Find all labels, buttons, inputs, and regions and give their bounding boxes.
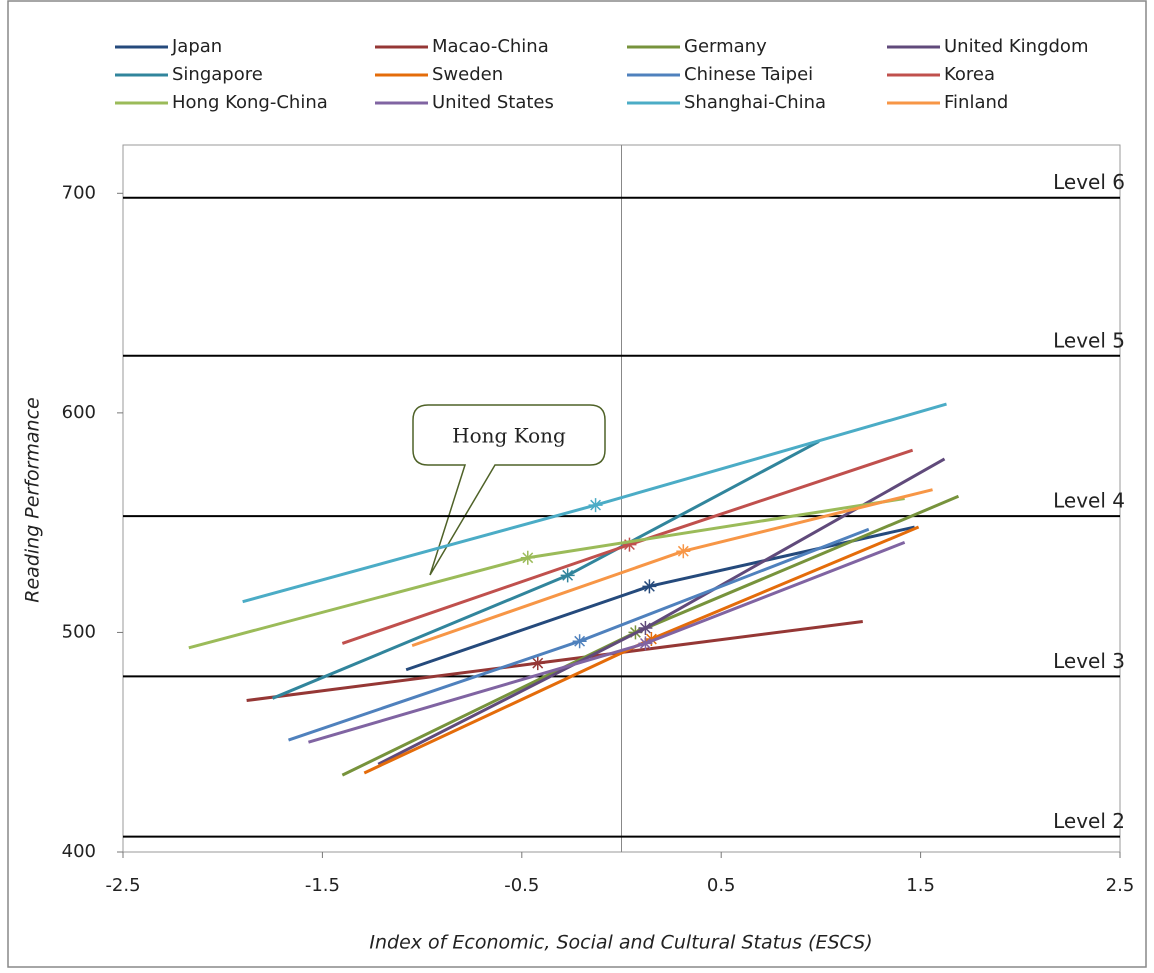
legend-label: Hong Kong-China [172, 92, 328, 113]
x-tick-label: 2.5 [1106, 875, 1135, 896]
y-tick-label: 400 [62, 841, 96, 862]
callout-bubble [412, 404, 606, 576]
mean-marker [588, 498, 603, 513]
callout-text: Hong Kong [452, 424, 566, 448]
mean-marker [642, 579, 657, 594]
legend-label: Korea [944, 64, 995, 85]
mean-marker [644, 632, 659, 647]
mean-marker [560, 568, 575, 583]
mean-marker [638, 621, 653, 636]
legend-label: Shanghai-China [684, 92, 826, 113]
x-axis-title: Index of Economic, Social and Cultural S… [369, 932, 872, 954]
level-label: Level 5 [1053, 328, 1125, 352]
legend-label: United Kingdom [944, 36, 1088, 57]
y-tick-label: 600 [62, 402, 96, 423]
mean-marker [676, 544, 691, 559]
x-tick-label: 1.5 [906, 875, 935, 896]
x-tick-label: -2.5 [105, 875, 140, 896]
level-label: Level 4 [1053, 489, 1125, 513]
y-tick-label: 700 [62, 182, 96, 203]
level-label: Level 3 [1053, 649, 1125, 673]
legend-label: Japan [171, 36, 222, 57]
legend-label: United States [432, 92, 554, 113]
mean-marker [530, 656, 545, 671]
legend-label: Sweden [432, 64, 503, 85]
y-axis-title: Reading Performance [22, 397, 44, 602]
legend-label: Germany [684, 36, 767, 57]
legend-label: Macao-China [432, 36, 549, 57]
mean-marker [572, 634, 587, 649]
x-tick-label: -1.5 [305, 875, 340, 896]
legend-label: Singapore [172, 64, 263, 85]
x-tick-label: -0.5 [504, 875, 539, 896]
legend-label: Chinese Taipei [684, 64, 813, 85]
legend-label: Finland [944, 92, 1008, 113]
mean-marker [622, 537, 637, 552]
mean-marker [520, 550, 535, 565]
x-tick-label: 0.5 [707, 875, 736, 896]
level-label: Level 6 [1053, 170, 1125, 194]
mean-marker [638, 636, 653, 651]
y-tick-label: 500 [62, 621, 96, 642]
level-label: Level 2 [1053, 809, 1125, 833]
chart-frame [7, 0, 1147, 968]
